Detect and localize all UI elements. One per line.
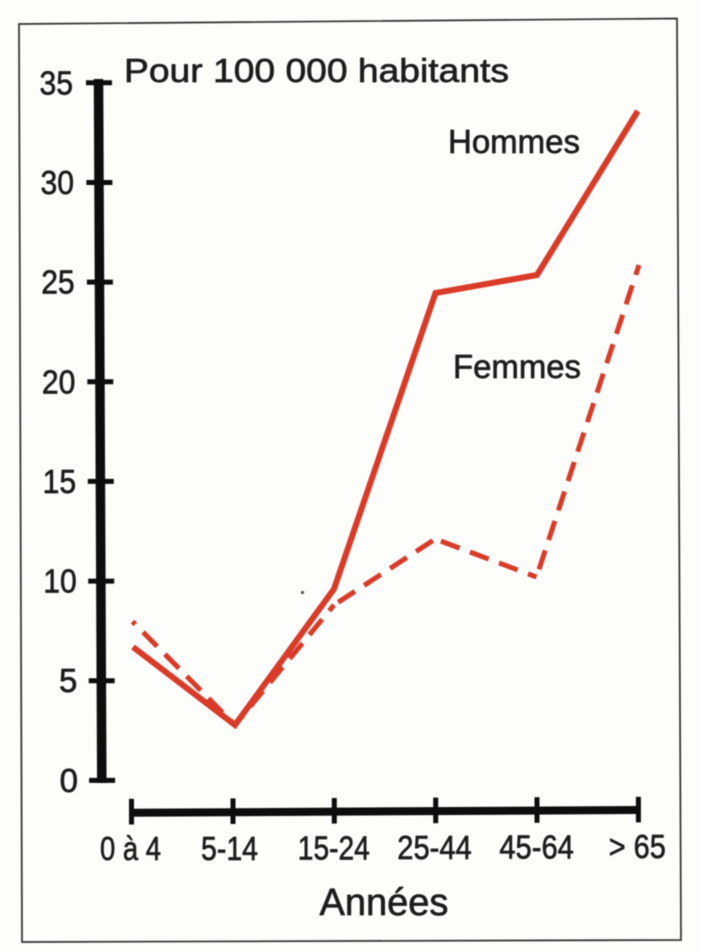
svg-text:> 65: > 65 — [609, 828, 666, 865]
svg-text:10: 10 — [43, 563, 77, 600]
svg-text:45-64: 45-64 — [499, 829, 574, 866]
svg-text:15: 15 — [43, 463, 77, 500]
svg-text:Hommes: Hommes — [448, 123, 580, 160]
svg-text:30: 30 — [41, 164, 75, 201]
svg-text:Pour 100 000 habitants: Pour 100 000 habitants — [124, 52, 509, 89]
svg-text:35: 35 — [40, 64, 74, 101]
svg-text:0 à 4: 0 à 4 — [100, 830, 161, 867]
svg-text:0: 0 — [60, 762, 78, 799]
svg-text:5: 5 — [59, 662, 77, 699]
svg-text:Années: Années — [320, 882, 449, 924]
svg-text:5-14: 5-14 — [201, 830, 258, 867]
svg-text:15-24: 15-24 — [298, 830, 370, 867]
svg-text:25-44: 25-44 — [397, 829, 472, 866]
svg-text:20: 20 — [42, 363, 76, 400]
svg-text:25: 25 — [41, 264, 75, 301]
svg-text:Femmes: Femmes — [453, 348, 581, 385]
